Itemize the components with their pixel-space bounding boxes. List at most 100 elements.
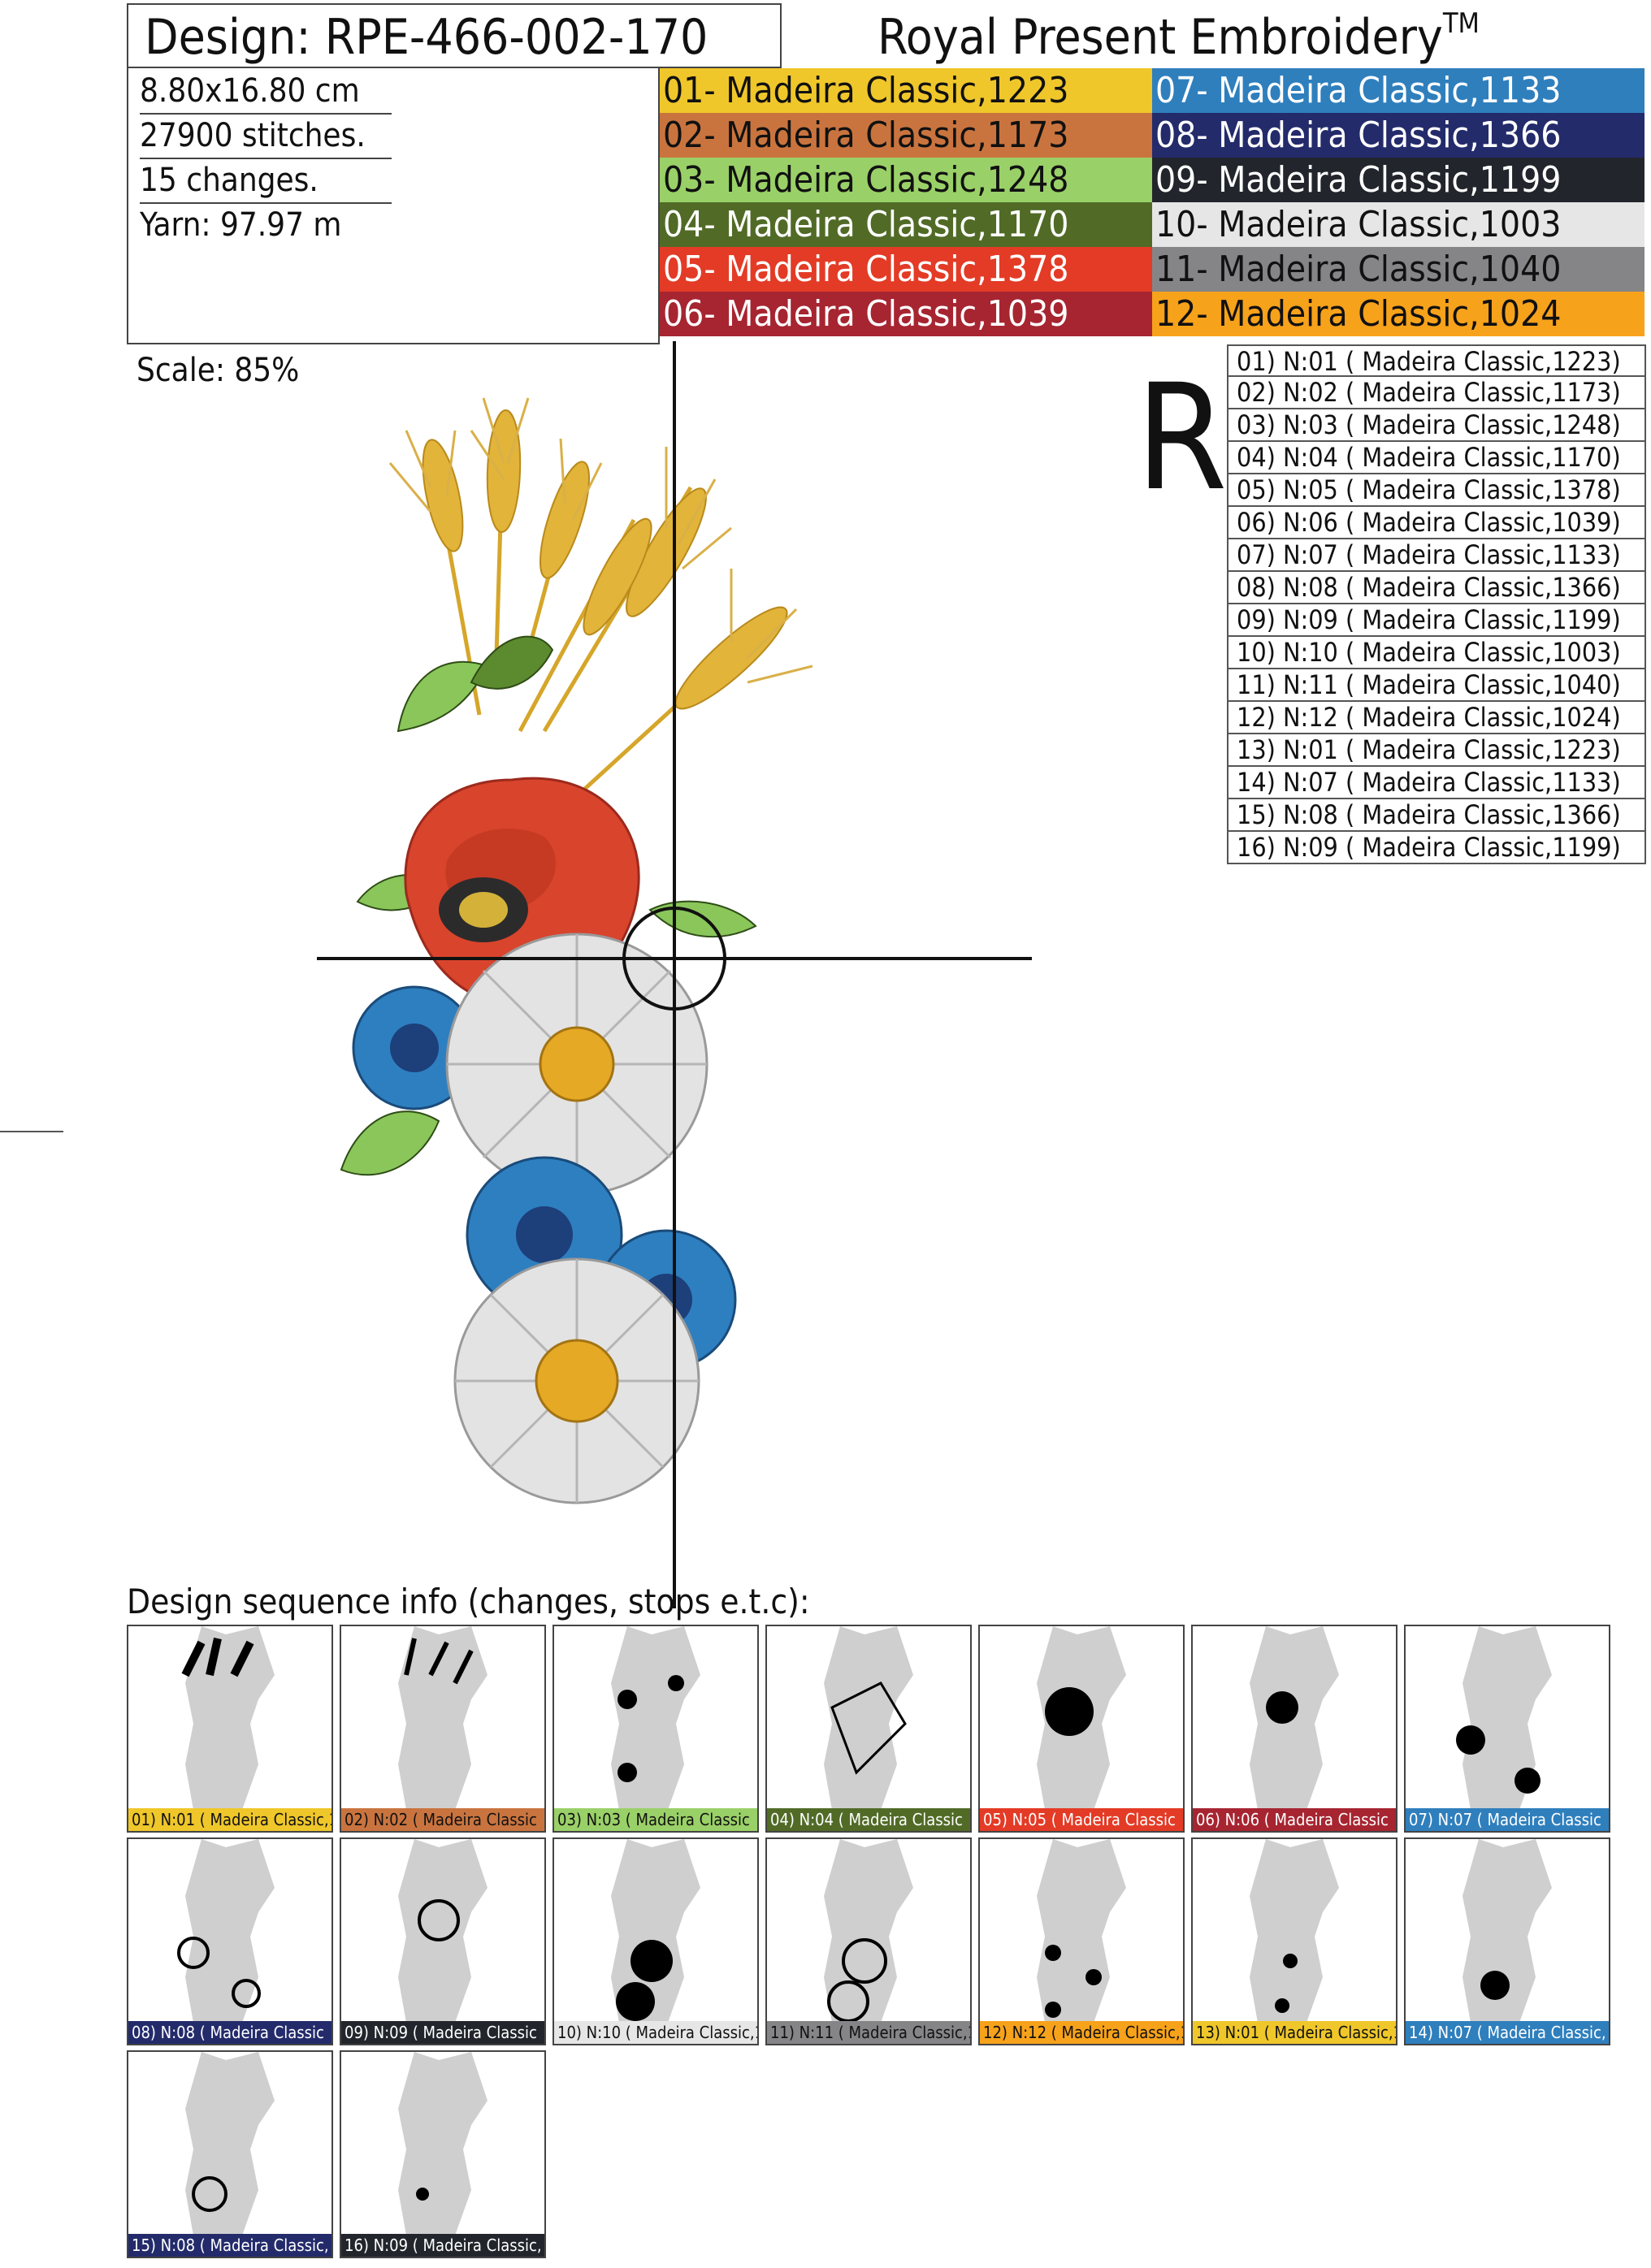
sequence-thumbnail: 04) N:04 ( Madeira Classic — [765, 1625, 972, 1833]
sequence-thumbnail: 10) N:10 ( Madeira Classic,1 — [552, 1837, 759, 2045]
sequence-row: 15) N:08 ( Madeira Classic,1366) — [1227, 799, 1646, 832]
sequence-row: 09) N:09 ( Madeira Classic,1199) — [1227, 604, 1646, 637]
thumbnail-preview — [1462, 1839, 1552, 2023]
sequence-row: 14) N:07 ( Madeira Classic,1133) — [1227, 767, 1646, 799]
brand-name: Royal Present EmbroideryTM — [878, 5, 1480, 70]
sequence-row: 05) N:05 ( Madeira Classic,1378) — [1227, 474, 1646, 507]
sequence-thumbnail: 05) N:05 ( Madeira Classic — [978, 1625, 1185, 1833]
thumbnail-preview — [398, 1839, 488, 2023]
thumbnail-preview — [398, 1626, 488, 1810]
design-size: 8.80x16.80 cm — [140, 68, 392, 115]
sequence-row: 02) N:02 ( Madeira Classic,1173) — [1227, 377, 1646, 409]
thumbnail-label: 02) N:02 ( Madeira Classic — [341, 1808, 544, 1831]
thumbnail-preview — [1250, 1839, 1339, 2023]
sequence-thumbnail: 01) N:01 ( Madeira Classic,1 — [127, 1625, 333, 1833]
design-silhouette — [185, 1839, 275, 2023]
design-silhouette — [398, 1839, 488, 2023]
sequence-row: 10) N:10 ( Madeira Classic,1003) — [1227, 637, 1646, 669]
crosshair — [317, 341, 1032, 1608]
embroidery-design-preview — [317, 341, 1032, 1608]
palette-swatch: 09- Madeira Classic,1199 — [1152, 158, 1644, 202]
thumbnail-label: 13) N:01 ( Madeira Classic,1 — [1193, 2021, 1396, 2044]
sequence-thumbnail: 16) N:09 ( Madeira Classic, — [340, 2050, 546, 2258]
design-silhouette — [611, 1626, 700, 1810]
trademark-mark: TM — [1442, 7, 1480, 40]
thumbnail-preview — [177, 1839, 275, 2023]
sequence-row: 12) N:12 ( Madeira Classic,1024) — [1227, 702, 1646, 734]
thumbnail-label: 12) N:12 ( Madeira Classic,1 — [980, 2021, 1183, 2044]
thumbnail-label: 14) N:07 ( Madeira Classic, — [1406, 2021, 1609, 2044]
thumbnail-preview — [611, 1626, 700, 1810]
sequence-row: 07) N:07 ( Madeira Classic,1133) — [1227, 539, 1646, 572]
sequence-thumbnail: 15) N:08 ( Madeira Classic, — [127, 2050, 333, 2258]
sequence-row: 13) N:01 ( Madeira Classic,1223) — [1227, 734, 1646, 767]
brand-text: Royal Present Embroidery — [878, 9, 1443, 66]
palette-swatch: 05- Madeira Classic,1378 — [660, 247, 1152, 292]
design-silhouette — [824, 1626, 913, 1810]
sequence-row: 01) N:01 ( Madeira Classic,1223) — [1227, 344, 1646, 377]
palette-swatch: 04- Madeira Classic,1170 — [660, 202, 1152, 247]
thumbnail-label: 10) N:10 ( Madeira Classic,1 — [554, 2021, 757, 2044]
design-silhouette — [611, 1839, 700, 2023]
thumbnail-label: 09) N:09 ( Madeira Classic — [341, 2021, 544, 2044]
sequence-thumbnail: 14) N:07 ( Madeira Classic, — [1404, 1837, 1610, 2045]
sequence-thumbnail: 06) N:06 ( Madeira Classic — [1191, 1625, 1398, 1833]
thumbnail-label: 08) N:08 ( Madeira Classic — [128, 2021, 332, 2044]
design-silhouette — [1462, 1839, 1552, 2023]
sequence-thumbnail: 03) N:03 ( Madeira Classic — [552, 1625, 759, 1833]
thumbnail-preview — [824, 1626, 913, 1810]
orientation-mark: R — [1136, 353, 1228, 523]
thumbnail-preview — [824, 1839, 913, 2023]
scale-label: Scale: 85% — [136, 352, 300, 389]
stitch-sequence-list: 01) N:01 ( Madeira Classic,1223) 02) N:02… — [1227, 344, 1646, 864]
design-info-box: 8.80x16.80 cm 27900 stitches. 15 changes… — [127, 68, 660, 344]
yarn-length: Yarn: 97.97 m — [140, 206, 342, 244]
thumbnail-label: 05) N:05 ( Madeira Classic — [980, 1808, 1183, 1831]
thumbnail-preview — [181, 1626, 275, 1810]
thumbnail-preview — [185, 2052, 275, 2236]
thread-palette: 01- Madeira Classic,1223 02- Madeira Clas… — [660, 68, 1644, 344]
thumbnail-preview — [1250, 1626, 1339, 1810]
sequence-caption: Design sequence info (changes, stops e.t… — [127, 1582, 810, 1621]
palette-swatch: 10- Madeira Classic,1003 — [1152, 202, 1644, 247]
palette-swatch: 06- Madeira Classic,1039 — [660, 292, 1152, 336]
design-silhouette — [1250, 1839, 1339, 2023]
sequence-row: 06) N:06 ( Madeira Classic,1039) — [1227, 507, 1646, 539]
palette-swatch: 03- Madeira Classic,1248 — [660, 158, 1152, 202]
thumbnail-label: 06) N:06 ( Madeira Classic — [1193, 1808, 1396, 1831]
thumbnail-label: 07) N:07 ( Madeira Classic — [1406, 1808, 1609, 1831]
wheat-stalks — [388, 397, 813, 798]
palette-swatch: 08- Madeira Classic,1366 — [1152, 113, 1644, 158]
sequence-thumbnail: 12) N:12 ( Madeira Classic,1 — [978, 1837, 1185, 2045]
sequence-row: 11) N:11 ( Madeira Classic,1040) — [1227, 669, 1646, 702]
thumbnail-label: 16) N:09 ( Madeira Classic, — [341, 2234, 544, 2257]
sequence-row: 04) N:04 ( Madeira Classic,1170) — [1227, 442, 1646, 474]
design-silhouette — [398, 1626, 488, 1810]
palette-swatch: 11- Madeira Classic,1040 — [1152, 247, 1644, 292]
sequence-row: 03) N:03 ( Madeira Classic,1248) — [1227, 409, 1646, 442]
sequence-thumbnail: 11) N:11 ( Madeira Classic,10 — [765, 1837, 972, 2045]
palette-swatch: 12- Madeira Classic,1024 — [1152, 292, 1644, 336]
thumbnail-label: 15) N:08 ( Madeira Classic, — [128, 2234, 332, 2257]
design-title: Design: RPE-466-002-170 — [127, 3, 782, 68]
sequence-thumbnail: 09) N:09 ( Madeira Classic — [340, 1837, 546, 2045]
sequence-thumbnail: 08) N:08 ( Madeira Classic — [127, 1837, 333, 2045]
thumbnail-label: 11) N:11 ( Madeira Classic,10 — [767, 2021, 970, 2044]
margin-mark — [0, 1131, 63, 1132]
design-silhouette — [1037, 1839, 1126, 2023]
sequence-thumbnail: 02) N:02 ( Madeira Classic — [340, 1625, 546, 1833]
sequence-row: 16) N:09 ( Madeira Classic,1199) — [1227, 832, 1646, 864]
sequence-thumbnail: 07) N:07 ( Madeira Classic — [1404, 1625, 1610, 1833]
daisy-bottom — [453, 1257, 700, 1504]
thumbnail-preview — [1037, 1839, 1126, 2023]
stitch-count: 27900 stitches. — [140, 113, 392, 159]
design-silhouette — [185, 2052, 275, 2236]
thumbnail-preview — [398, 2052, 488, 2236]
design-silhouette — [1462, 1626, 1552, 1810]
thumbnail-preview — [611, 1839, 700, 2023]
thumbnail-preview — [1037, 1626, 1126, 1810]
daisy-top — [445, 933, 708, 1196]
thumbnail-label: 03) N:03 ( Madeira Classic — [554, 1808, 757, 1831]
sequence-thumbnail: 13) N:01 ( Madeira Classic,1 — [1191, 1837, 1398, 2045]
palette-swatch: 01- Madeira Classic,1223 — [660, 68, 1152, 113]
